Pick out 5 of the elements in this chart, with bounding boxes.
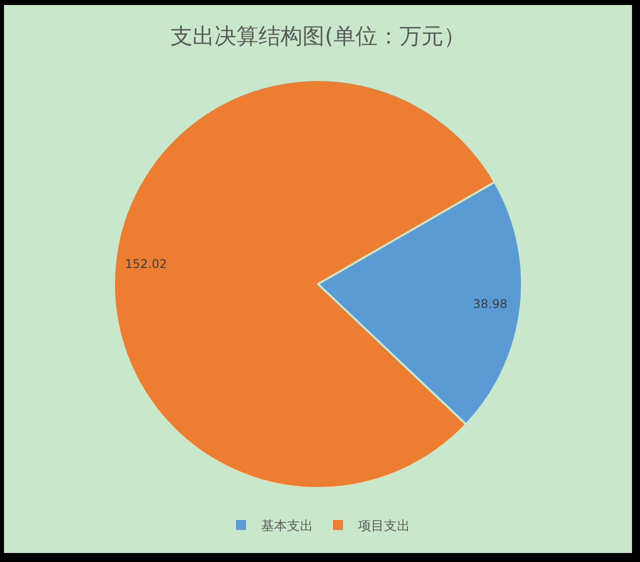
legend-label: 基本支出 (261, 519, 313, 534)
legend-label: 项目支出 (358, 519, 410, 534)
chart-title: 支出决算结构图(单位：万元） (170, 24, 466, 50)
data-label: 38.98 (473, 297, 508, 311)
data-label: 152.02 (125, 257, 167, 271)
